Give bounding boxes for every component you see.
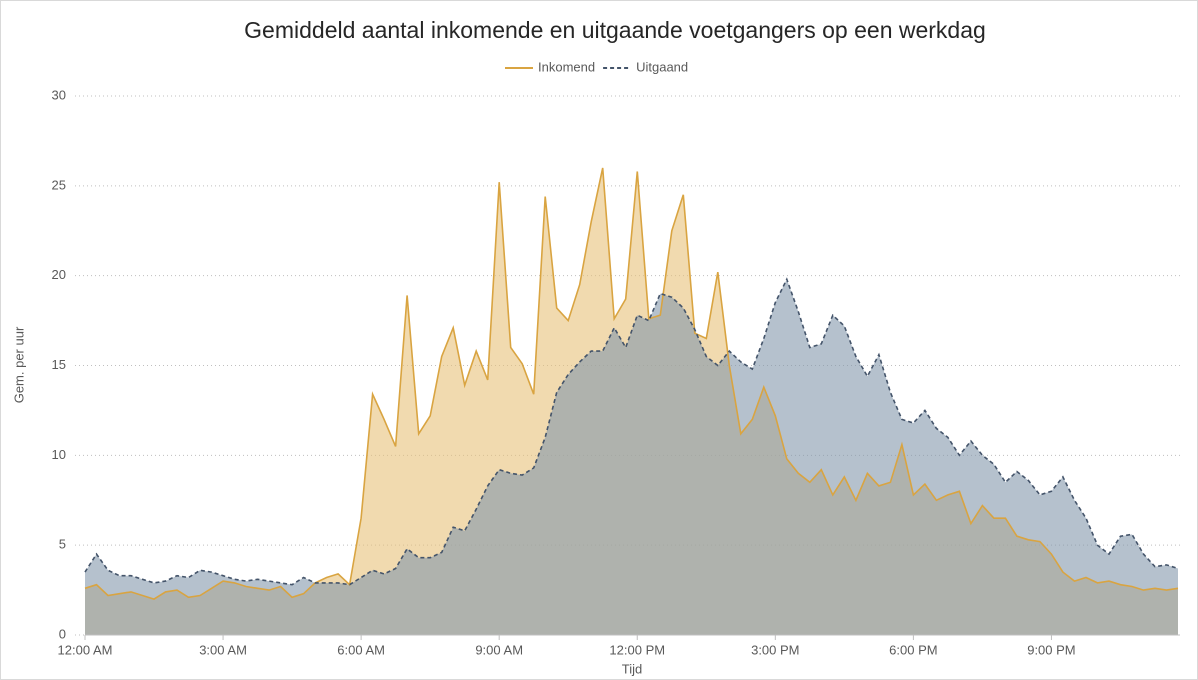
x-tick-label: 6:00 PM xyxy=(889,642,937,657)
series-line xyxy=(84,277,1179,586)
series-line xyxy=(84,167,1179,600)
legend-label: Inkomend xyxy=(538,59,595,74)
y-tick-label: 20 xyxy=(52,267,66,282)
legend-label: Uitgaand xyxy=(636,59,688,74)
x-tick-label: 3:00 AM xyxy=(199,642,247,657)
y-axis-label: Gem. per uur xyxy=(11,326,26,403)
area-fill xyxy=(85,279,1178,635)
y-tick-label: 15 xyxy=(52,357,66,372)
y-tick-label: 10 xyxy=(52,447,66,462)
x-tick-label: 6:00 AM xyxy=(337,642,385,657)
x-tick-label: 9:00 PM xyxy=(1027,642,1075,657)
chart-title: Gemiddeld aantal inkomende en uitgaande … xyxy=(244,17,986,43)
y-tick-label: 0 xyxy=(59,626,66,641)
y-tick-label: 30 xyxy=(52,87,66,102)
x-axis-label: Tijd xyxy=(622,661,642,676)
x-tick-label: 12:00 AM xyxy=(58,642,113,657)
y-tick-label: 5 xyxy=(59,537,66,552)
x-tick-label: 3:00 PM xyxy=(751,642,799,657)
x-tick-label: 9:00 AM xyxy=(475,642,523,657)
x-tick-label: 12:00 PM xyxy=(609,642,665,657)
y-tick-label: 25 xyxy=(52,177,66,192)
